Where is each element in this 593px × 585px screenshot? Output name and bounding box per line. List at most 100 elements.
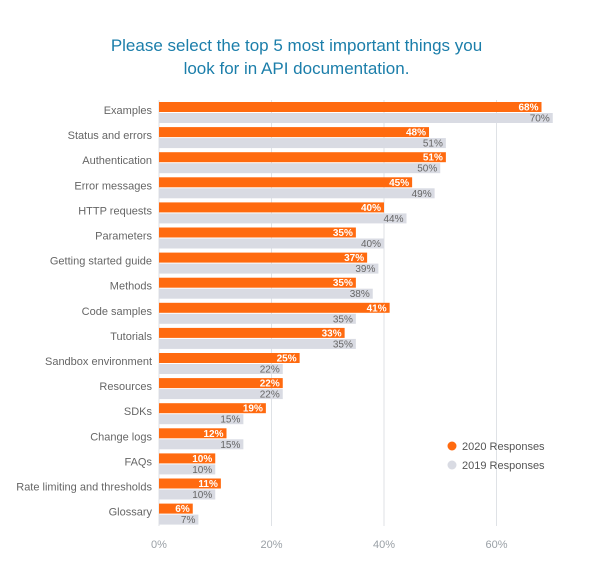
bar-2020 (159, 302, 390, 313)
bar-2019 (159, 439, 244, 450)
data-label-2019: 7% (181, 515, 196, 526)
bar-2020 (159, 478, 221, 489)
data-label-2020: 35% (333, 278, 353, 289)
bar-2019 (159, 263, 379, 274)
category-label: HTTP requests (78, 205, 152, 217)
category-label: Tutorials (110, 331, 152, 343)
data-label-2020: 10% (192, 454, 212, 465)
data-label-2020: 51% (423, 153, 443, 164)
bar-2020 (159, 177, 413, 188)
bar-2019 (159, 414, 244, 425)
category-label: Rate limiting and thresholds (16, 482, 152, 494)
chart-title: Please select the top 5 most important t… (0, 34, 593, 80)
bar-2019 (159, 338, 356, 349)
legend-marker (447, 460, 457, 470)
bar-2019 (159, 238, 384, 249)
x-tick-label: 40% (373, 539, 395, 551)
bar-2019 (159, 464, 216, 475)
data-label-2019: 51% (423, 139, 443, 150)
bar-2019 (159, 389, 283, 400)
data-label-2019: 15% (220, 415, 240, 426)
bar-2019 (159, 138, 446, 149)
category-label: Examples (104, 105, 153, 117)
x-tick-label: 20% (260, 539, 282, 551)
data-label-2020: 45% (389, 178, 409, 189)
data-label-2019: 50% (417, 164, 437, 175)
bar-2019 (159, 188, 435, 199)
data-label-2019: 10% (192, 465, 212, 476)
bar-2020 (159, 202, 384, 213)
category-label: Parameters (95, 231, 152, 243)
data-label-2020: 33% (322, 328, 342, 339)
category-label: Authentication (82, 155, 152, 167)
chart-title-line-1: Please select the top 5 most important t… (110, 36, 483, 55)
chart-title-line-2: look for in API documentation. (183, 59, 410, 78)
category-label: Change logs (90, 431, 152, 443)
legend-marker (447, 441, 457, 451)
bar-2019 (159, 489, 216, 500)
data-label-2020: 12% (203, 429, 223, 440)
data-label-2020: 11% (198, 479, 218, 490)
bar-2020 (159, 227, 356, 238)
data-label-2019: 15% (220, 440, 240, 451)
legend-label: 2019 Responses (462, 460, 545, 472)
x-axis: 0% 20% 40% 60% (151, 539, 508, 551)
data-label-2019: 39% (355, 264, 375, 275)
data-label-2019: 44% (383, 214, 403, 225)
bar-2019 (159, 163, 441, 174)
bar-2019 (159, 364, 283, 374)
bar-2019 (159, 113, 553, 123)
data-label-2019: 38% (350, 289, 370, 300)
bar-2020 (159, 453, 216, 464)
data-label-2019: 10% (192, 490, 212, 501)
data-label-2019: 70% (530, 114, 550, 125)
bar-2019 (159, 213, 407, 224)
data-label-2019: 35% (333, 339, 353, 350)
data-label-2019: 22% (260, 365, 280, 376)
bar-2020 (159, 327, 345, 338)
bars: 68%70%48%51%51%50%45%49%40%44%35%40%37%3… (159, 102, 553, 526)
x-tick-label: 60% (485, 539, 507, 551)
bar-2020 (159, 353, 300, 363)
legend: 2020 Responses 2019 Responses (447, 441, 545, 472)
category-label: Glossary (109, 507, 153, 519)
category-label: Error messages (74, 180, 152, 192)
data-label-2019: 40% (361, 239, 381, 250)
category-labels: Examples Status and errors Authentication E… (16, 105, 152, 519)
bar-2020 (159, 403, 266, 414)
data-label-2019: 35% (333, 314, 353, 325)
bar-2020 (159, 503, 193, 514)
category-label: Sandbox environment (45, 356, 152, 368)
category-label: Methods (110, 281, 153, 293)
data-label-2020: 19% (243, 404, 263, 415)
data-label-2020: 35% (333, 228, 353, 239)
bar-2020 (159, 252, 368, 263)
category-label: Getting started guide (50, 256, 152, 268)
data-label-2019: 22% (260, 390, 280, 401)
bar-2019 (159, 514, 199, 525)
bar-2019 (159, 288, 373, 299)
bar-2020 (159, 127, 429, 138)
bar-2020 (159, 378, 283, 389)
bar-2020 (159, 428, 227, 439)
category-label: SDKs (124, 406, 153, 418)
data-label-2020: 41% (367, 303, 387, 314)
category-label: FAQs (124, 456, 152, 468)
x-tick-label: 0% (151, 539, 167, 551)
category-label: Status and errors (68, 130, 153, 142)
data-label-2020: 22% (260, 379, 280, 390)
bar-2020 (159, 102, 542, 112)
category-label: Resources (99, 381, 152, 393)
data-label-2020: 25% (277, 354, 297, 365)
bar-2019 (159, 313, 356, 324)
bar-2020 (159, 152, 446, 163)
data-label-2020: 40% (361, 203, 381, 214)
data-label-2020: 68% (518, 103, 538, 114)
legend-label: 2020 Responses (462, 441, 545, 453)
data-label-2020: 6% (175, 504, 190, 515)
bar-2020 (159, 277, 356, 288)
data-label-2020: 37% (344, 253, 364, 264)
category-label: Code samples (82, 306, 153, 318)
data-label-2020: 48% (406, 128, 426, 139)
